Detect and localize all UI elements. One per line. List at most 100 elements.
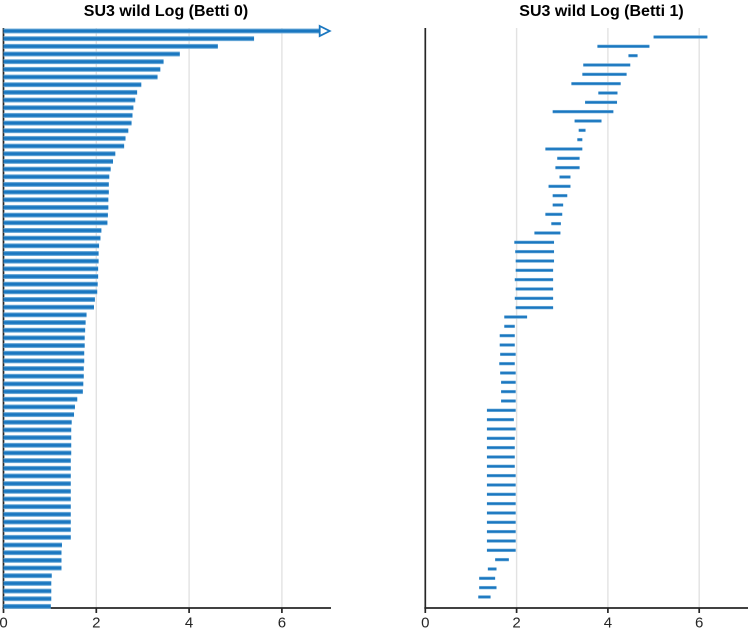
bar xyxy=(3,304,94,310)
bar xyxy=(3,212,108,218)
x-tick-label-6: 6 xyxy=(695,615,703,631)
bar xyxy=(552,109,614,114)
bar xyxy=(3,158,114,164)
bar xyxy=(3,435,72,441)
x-tick-label-4: 4 xyxy=(185,615,193,631)
bar xyxy=(3,135,126,141)
bar xyxy=(486,492,516,497)
bar xyxy=(486,548,516,553)
bar xyxy=(582,72,627,77)
gridlines xyxy=(515,28,700,608)
x-tick-label-4: 4 xyxy=(604,615,612,631)
bar xyxy=(3,573,52,579)
bar xyxy=(545,212,563,217)
bar xyxy=(501,380,516,385)
bar xyxy=(3,396,78,402)
bar xyxy=(501,399,516,403)
barcode-bars xyxy=(3,24,332,609)
bar xyxy=(628,53,638,58)
betti0-plot: 0 2 4 6 xyxy=(0,24,332,631)
betti1-plot: 0 2 4 6 xyxy=(421,28,748,631)
bar xyxy=(571,81,621,86)
bar xyxy=(3,289,98,295)
bar xyxy=(3,189,109,195)
bar xyxy=(479,576,496,581)
bar xyxy=(486,455,515,459)
bar xyxy=(486,483,516,487)
bar xyxy=(3,404,75,410)
bar xyxy=(3,250,99,256)
bar xyxy=(515,268,554,273)
bar xyxy=(3,350,85,356)
bar xyxy=(585,100,618,105)
x-tick-label-2: 2 xyxy=(92,615,100,631)
bar xyxy=(3,59,164,65)
bar xyxy=(3,450,72,456)
bar xyxy=(486,408,516,413)
bar xyxy=(3,373,84,379)
bar xyxy=(3,358,85,364)
bar xyxy=(504,324,515,329)
bar xyxy=(3,181,109,187)
bar xyxy=(552,193,568,198)
bar xyxy=(3,120,132,126)
bar xyxy=(3,519,71,525)
bar xyxy=(515,259,555,263)
bar xyxy=(3,89,138,95)
bar xyxy=(514,296,554,301)
bar xyxy=(3,427,72,433)
bar xyxy=(3,66,161,72)
bar xyxy=(3,227,102,233)
bar xyxy=(3,366,84,372)
bar xyxy=(3,235,101,241)
bar xyxy=(500,371,516,375)
bar xyxy=(3,542,62,548)
x-tick-label-0: 0 xyxy=(0,615,8,631)
bar xyxy=(499,361,515,366)
bar xyxy=(3,197,109,203)
bar xyxy=(545,147,583,151)
bar xyxy=(3,557,62,563)
bar xyxy=(486,417,514,422)
bar xyxy=(3,43,218,49)
bar xyxy=(551,221,561,226)
bar xyxy=(555,165,580,170)
x-tick-label-0: 0 xyxy=(421,615,429,631)
bar xyxy=(3,36,255,42)
bar xyxy=(3,496,71,502)
bar xyxy=(3,105,134,111)
bar xyxy=(3,297,95,303)
bar xyxy=(598,91,618,95)
bar xyxy=(3,51,180,57)
bar xyxy=(486,473,516,478)
chart-title-betti0: SU3 wild Log (Betti 0) xyxy=(83,3,249,20)
bar xyxy=(3,412,75,418)
bar xyxy=(3,143,125,149)
bar xyxy=(3,74,158,80)
bar xyxy=(486,436,515,441)
infinity-arrow-icon xyxy=(318,24,332,38)
bar xyxy=(577,137,583,142)
bar xyxy=(3,580,52,586)
bar xyxy=(3,312,87,318)
bar xyxy=(486,520,516,525)
bar xyxy=(515,249,555,254)
bar xyxy=(486,511,516,515)
bar xyxy=(3,128,129,134)
bar xyxy=(3,596,52,602)
bar xyxy=(3,266,99,272)
bar xyxy=(3,603,51,609)
bar xyxy=(3,281,98,287)
bar xyxy=(583,63,631,67)
bar xyxy=(574,119,602,123)
bar xyxy=(3,166,111,172)
bar xyxy=(3,488,71,494)
bar xyxy=(501,389,516,394)
bar xyxy=(499,343,515,347)
bar xyxy=(3,320,86,326)
bar xyxy=(3,504,71,510)
bar xyxy=(486,464,515,469)
bar xyxy=(3,258,99,264)
